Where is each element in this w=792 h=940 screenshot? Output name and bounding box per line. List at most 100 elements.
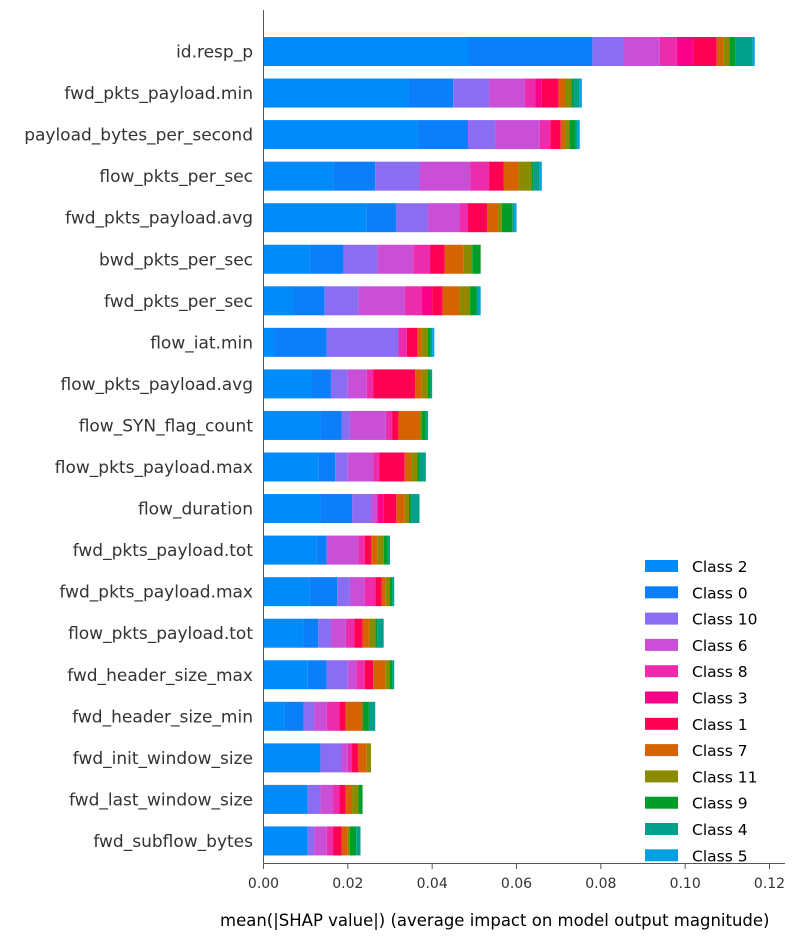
bar-segment-class-10 [337,577,350,607]
x-tick-label: 0.10 [670,876,701,892]
legend-swatch [645,744,678,757]
bar-segment-class-4 [377,618,384,648]
feature-labels: id.resp_p fwd_pkts_payload.min payload_byt… [24,43,253,852]
bar-segment-class-10 [468,120,496,150]
bar-segment-class-9 [362,701,369,731]
bar-segment-class-10 [307,826,315,856]
bar-segment-class-2 [263,577,310,607]
x-ticks: 0.00 0.02 0.04 0.06 0.08 0.10 0.12 [248,863,785,892]
bar-segment-class-11 [723,37,730,66]
bar-segment-class-8 [524,78,536,108]
bar-segment-class-2 [263,37,469,66]
bar-segment-class-4 [411,494,420,524]
bar-segment-class-7 [371,535,378,565]
legend-label: Class 5 [692,847,748,865]
bars-layer [263,37,755,856]
bar-segment-class-9 [729,37,736,66]
bar-segment-class-2 [263,286,294,316]
bar-segment-class-1 [468,203,487,233]
bar-segment-class-6 [341,743,348,773]
bar-segment-class-7 [396,494,405,524]
bar-segment-class-0 [309,244,344,274]
bar-segment-class-4 [533,161,540,191]
bar-segment-class-9 [472,244,481,274]
bar-segment-class-1 [383,494,397,524]
feature-label: flow_pkts_payload.max [55,458,253,478]
x-tick-label: 0.04 [417,876,448,892]
legend: Class 2 Class 0 Class 10 Class 6 Class 8 Clas… [645,558,757,865]
bar-segment-class-2 [263,494,321,524]
bar-segment-class-9 [569,120,576,150]
legend-swatch [645,823,678,835]
bar-segment-class-4 [573,78,580,108]
bar-segment-class-0 [307,660,327,690]
bar-segment-class-9 [383,535,388,565]
bar-segment-class-8 [345,618,355,648]
bar-segment-class-2 [263,369,312,399]
bar-segment-class-2 [263,78,409,108]
feature-label: fwd_init_window_size [73,749,253,769]
bar-segment-class-9 [571,78,574,108]
legend-label: Class 11 [692,768,757,786]
legend-swatch [645,770,678,783]
bar-segment-class-6 [419,161,471,191]
bar-segment-class-2 [263,120,418,150]
bar-segment-class-6 [358,286,405,316]
bar-segment-class-8 [358,535,365,565]
bar-segment-class-7 [341,826,348,856]
bar-segment-class-2 [263,660,308,690]
bar-segment-class-0 [293,286,325,316]
bar-segment-class-5 [432,327,435,357]
bar-segment-class-1 [550,120,561,150]
bar-segment-class-8 [470,161,490,191]
x-tick-label: 0.02 [332,876,363,892]
bar-segment-class-9 [501,203,513,233]
bar-segment-class-2 [263,410,321,440]
bar-segment-class-7 [381,577,386,607]
feature-label: flow_SYN_flag_count [79,416,254,436]
feature-label: bwd_pkts_per_sec [99,250,253,270]
bar-segment-class-2 [263,327,275,357]
bar-segment-class-0 [274,327,327,357]
bar-segment-class-1 [489,161,504,191]
bar-segment-class-11 [411,452,418,482]
bar-segment-class-9 [421,410,426,440]
legend-label: Class 0 [692,584,748,602]
bar-segment-class-2 [263,618,304,648]
bar-segment-class-1 [693,37,717,66]
bar-segment-class-10 [343,244,378,274]
bar-segment-class-3 [377,494,384,524]
x-tick-label: 0.06 [501,876,532,892]
feature-label: fwd_last_window_size [69,790,253,810]
bar-segment-class-2 [263,784,308,814]
bar-segment-class-4 [419,452,426,482]
bar-segment-class-5 [539,161,542,191]
bar-segment-class-7 [358,743,367,773]
feature-label: flow_iat.min [150,333,253,353]
feature-label: flow_pkts_payload.tot [68,624,253,644]
legend-label: Class 9 [692,795,748,813]
bar-segment-class-0 [320,494,353,524]
bar-segment-class-9 [358,784,363,814]
bar-segment-class-10 [330,369,348,399]
bar-segment-class-1 [375,577,382,607]
legend-label: Class 7 [692,742,748,760]
bar-segment-class-10 [341,410,350,440]
legend-swatch [645,665,678,678]
bar-segment-class-7 [398,410,420,440]
bar-segment-class-0 [366,203,397,233]
bar-segment-class-10 [320,743,342,773]
feature-label: payload_bytes_per_second [24,126,253,146]
bar-segment-class-6 [624,37,660,66]
bar-segment-class-6 [349,410,386,440]
bar-segment-class-8 [539,120,551,150]
bar-segment-class-1 [392,410,399,440]
bar-segment-class-4 [476,286,479,316]
bar-segment-class-11 [459,286,471,316]
bar-segment-class-2 [263,743,321,773]
bar-segment-class-11 [463,244,473,274]
feature-label: fwd_pkts_payload.tot [73,541,254,561]
bar-segment-class-2 [263,701,285,731]
bar-segment-class-0 [318,452,336,482]
bar-segment-class-6 [347,369,367,399]
